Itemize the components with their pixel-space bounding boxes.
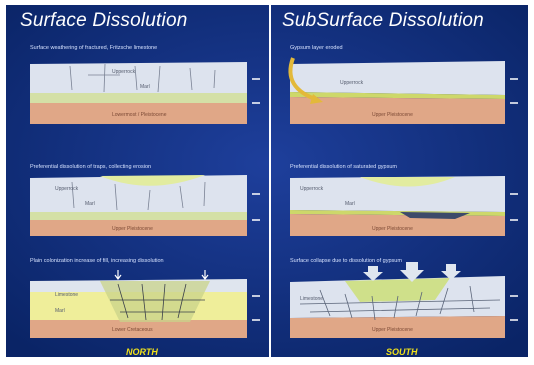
right-step-2-section: [290, 176, 518, 236]
collapse-fractures: [299, 285, 501, 321]
left-step-3-caption: Plain colonization increase of fill, inc…: [30, 258, 164, 264]
basal-layer: [30, 103, 247, 124]
groundwater-flow-arrowhead: [310, 94, 323, 104]
right-step-3-label-2: Upper Pleistocene: [372, 327, 413, 333]
left-step-2-label-3: Upper Pleistocene: [112, 226, 153, 232]
fracture-lines: [69, 63, 216, 93]
right-step-1-caption: Gypsum layer eroded: [290, 45, 343, 51]
right-footer-label: SOUTH: [386, 347, 418, 357]
subsidence-arrow-2: [400, 262, 424, 282]
fracture-lines: [110, 283, 205, 321]
subsidence-arrow-3: [441, 264, 461, 280]
left-step-3-section: [30, 270, 260, 338]
right-step-1-label-2: Upper Pleistocene: [372, 112, 413, 118]
gypsum-layer: [290, 92, 505, 99]
basal-layer: [30, 320, 247, 338]
left-step-2-section: [30, 175, 260, 236]
left-step-2-caption: Preferential dissolution of traps, colle…: [30, 164, 152, 170]
left-step-3-label-3: Lower Cretaceous: [112, 327, 153, 333]
limestone-band: [30, 93, 247, 103]
surface-layer: [290, 61, 505, 95]
right-step-2-label-2: Marl: [345, 201, 355, 207]
right-step-2-caption: Preferential dissolution of saturated gy…: [290, 164, 398, 170]
left-step-3-label-2: Marl: [55, 308, 65, 314]
right-step-3-caption: Surface collapse due to dissolution of g…: [290, 258, 402, 264]
left-footer-label: NORTH: [126, 347, 158, 357]
surface-layer: [30, 175, 247, 212]
basal-layer: [290, 316, 505, 338]
basal-layer: [290, 97, 505, 124]
fracture-lines: [71, 181, 206, 211]
infiltration-arrow-2: [201, 270, 209, 280]
right-step-1-section: [288, 57, 518, 124]
left-step-1-label-3: Lowermost / Pleistocene: [112, 112, 167, 118]
left-step-2-label-2: Marl: [85, 201, 95, 207]
collapse-depression: [360, 177, 455, 187]
collapse-depression: [100, 175, 205, 186]
left-step-1-label-2: Marl: [140, 84, 150, 90]
basal-layer: [30, 220, 247, 236]
right-panel-title: SubSurface Dissolution: [282, 10, 484, 31]
left-step-1-caption: Surface weathering of fractured, Fritzsc…: [30, 45, 158, 51]
dissolution-cavity: [400, 212, 470, 219]
right-step-3-section: [290, 262, 518, 338]
right-step-1-label-1: Upperrock: [340, 80, 364, 86]
right-step-3-label-1: Limestone: [300, 296, 323, 302]
limestone-band: [30, 212, 247, 220]
basal-layer: [290, 214, 505, 236]
left-step-2-label-1: Upperrock: [55, 186, 79, 192]
left-step-1-label-1: Upperrock: [112, 69, 136, 75]
subsided-green-zone: [345, 278, 450, 302]
left-step-3-label-1: Limestone: [55, 292, 78, 298]
right-step-2-label-1: Upperrock: [300, 186, 324, 192]
left-panel-title: Surface Dissolution: [20, 10, 188, 31]
left-step-1-section: [30, 62, 260, 124]
surface-layer: [290, 176, 505, 212]
right-step-2-label-3: Upper Pleistocene: [372, 226, 413, 232]
surface-layer: [30, 62, 247, 93]
subsidence-arrow-1: [363, 266, 383, 281]
infiltration-arrow-1: [114, 270, 122, 280]
